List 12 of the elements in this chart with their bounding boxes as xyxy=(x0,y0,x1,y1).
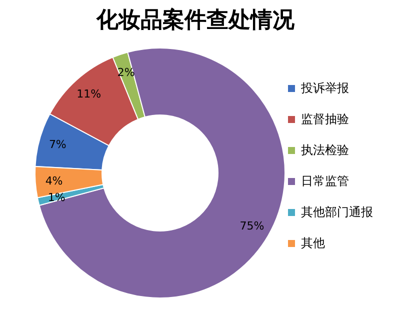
data-label: 11% xyxy=(76,88,102,101)
legend-label: 投诉举报 xyxy=(301,80,349,97)
donut-slice xyxy=(38,48,286,298)
data-label: 4% xyxy=(45,174,63,188)
legend-label: 其他部门通报 xyxy=(301,204,373,221)
data-label: 7% xyxy=(48,138,66,151)
legend-label: 日常监管 xyxy=(301,173,349,190)
legend-label: 执法检验 xyxy=(301,142,349,159)
data-label: 75% xyxy=(240,220,264,233)
legend-label: 其他 xyxy=(301,235,325,252)
legend-label: 监督抽验 xyxy=(301,111,349,128)
chart-title: 化妆品案件查处情况 xyxy=(95,8,296,34)
